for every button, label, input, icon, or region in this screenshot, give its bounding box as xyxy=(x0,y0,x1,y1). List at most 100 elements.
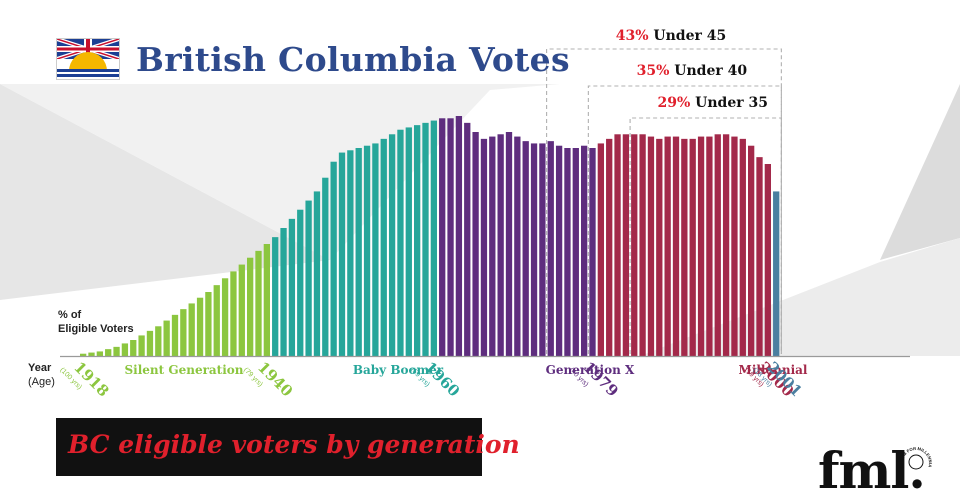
page-title: British Columbia Votes xyxy=(136,39,570,79)
bar xyxy=(697,136,705,356)
bar xyxy=(722,134,730,356)
bar xyxy=(664,136,671,356)
bar xyxy=(522,141,529,356)
generation-label: Silent Generation xyxy=(124,363,243,377)
annotation-pct: 29% xyxy=(657,95,695,111)
background-wedges xyxy=(0,84,960,356)
bar xyxy=(355,148,362,356)
generation-label: Baby Boomer xyxy=(353,363,444,377)
fml-logo: fml. xyxy=(818,441,926,500)
bar xyxy=(597,143,604,356)
annotation-label: 29% Under 35 xyxy=(657,95,768,111)
bar xyxy=(255,250,262,356)
bar xyxy=(388,134,396,356)
bar xyxy=(581,145,588,356)
bar xyxy=(330,161,337,356)
xlabel-age: (Age) xyxy=(28,376,55,388)
bar xyxy=(539,143,546,356)
annotation-bracket xyxy=(546,48,782,354)
bar xyxy=(155,326,162,356)
bar xyxy=(146,330,154,356)
bar xyxy=(171,314,179,356)
bar xyxy=(422,122,429,356)
bar xyxy=(455,116,463,356)
bar xyxy=(572,148,579,356)
caption-banner: BC eligible voters by generation xyxy=(56,418,520,476)
bar xyxy=(113,346,120,356)
bar xyxy=(121,343,129,356)
bar xyxy=(497,134,504,356)
bar xyxy=(514,136,521,356)
bar xyxy=(639,134,646,356)
bar xyxy=(238,264,245,356)
bar xyxy=(614,134,621,356)
bar xyxy=(313,191,321,356)
bar xyxy=(138,335,145,356)
annotation-pct: 43% xyxy=(616,28,654,44)
bar xyxy=(230,271,237,356)
bar xyxy=(714,134,721,356)
bar xyxy=(464,122,471,356)
xlabel-year: Year xyxy=(28,362,52,374)
bar xyxy=(439,118,446,357)
caption-text: BC eligible voters by generation xyxy=(68,430,520,459)
year-label-group: 1960(59 yrs) xyxy=(409,358,463,400)
bar xyxy=(564,148,571,356)
bar xyxy=(489,136,496,356)
bar xyxy=(297,209,304,356)
bar xyxy=(764,164,771,356)
bar xyxy=(589,148,596,356)
bars-group xyxy=(80,116,780,357)
bar xyxy=(447,118,454,357)
bar xyxy=(213,285,220,356)
bar xyxy=(188,303,195,356)
year-label-group: 1918(100 yrs) xyxy=(58,358,112,400)
annotation-text: Under 35 xyxy=(695,95,768,111)
bar xyxy=(480,138,488,356)
bar xyxy=(631,134,638,356)
bar xyxy=(180,309,187,356)
generation-label: Millennial xyxy=(739,363,808,377)
annotation-bracket xyxy=(629,117,782,354)
annotations-group: 43% Under 45 35% Under 40 29% Under 35 xyxy=(546,28,782,354)
bar xyxy=(689,138,696,356)
annotation-label: 43% Under 45 xyxy=(616,28,727,44)
ylabel-line1: % of xyxy=(58,309,82,321)
bar xyxy=(247,257,254,356)
year-label-group: 1979(40 yrs) xyxy=(568,358,622,400)
bar xyxy=(756,157,763,356)
bar xyxy=(430,120,437,356)
generation-label: Generation X xyxy=(546,363,635,377)
bar xyxy=(505,132,513,356)
ylabel-line2: Eligible Voters xyxy=(58,323,134,335)
bar xyxy=(530,143,538,356)
bar xyxy=(773,191,780,356)
bar xyxy=(748,145,755,356)
bar xyxy=(363,145,371,356)
bar xyxy=(656,138,663,356)
year-label-group: 2001(18 yrs) xyxy=(751,358,805,400)
bar xyxy=(672,136,680,356)
header: British Columbia Votes xyxy=(56,38,570,80)
bar xyxy=(105,349,112,356)
annotation-label: 35% Under 40 xyxy=(637,63,748,79)
annotation-pct: 35% xyxy=(637,63,675,79)
bar xyxy=(96,351,103,356)
bar xyxy=(555,145,563,356)
bar xyxy=(263,244,270,356)
seal-icon: FORUM FOR MILLENNIAL LEADERSHIP xyxy=(896,442,933,470)
bar xyxy=(547,141,554,356)
bar xyxy=(739,138,746,356)
year-label-group: 1940(79 yrs) xyxy=(242,358,296,400)
bar xyxy=(163,320,170,356)
bar xyxy=(397,129,404,356)
bar xyxy=(472,132,479,356)
bar xyxy=(606,138,613,356)
bar xyxy=(681,138,688,356)
bar xyxy=(88,352,95,356)
bar xyxy=(221,278,229,356)
bc-flag-icon xyxy=(56,38,120,80)
bar xyxy=(305,200,312,356)
bar xyxy=(647,136,655,356)
